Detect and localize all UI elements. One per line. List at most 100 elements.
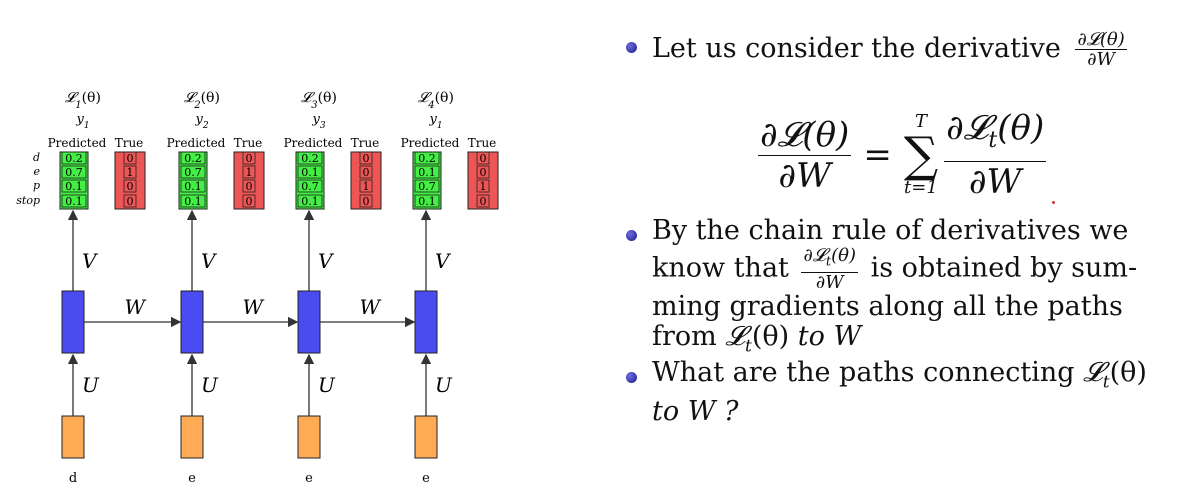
true-vector-3 [350, 151, 382, 210]
loss-label-4: 𝓛4(θ) [418, 90, 454, 111]
predicted-value: 0.1 [184, 180, 202, 193]
predicted-vector-1 [59, 151, 89, 210]
bullet-3-text: What are the paths connecting 𝓛t(θ) to W… [652, 358, 1162, 427]
eq-rhs-num: ∂𝓛t(θ) [944, 108, 1046, 161]
red-dot [1052, 201, 1055, 204]
hidden-state-2 [180, 290, 204, 354]
eq-sum-bottom: t=1 [904, 177, 938, 198]
hidden-state-1 [61, 290, 85, 354]
bullet-1-label: Let us consider the derivative [652, 33, 1061, 64]
true-value: 1 [246, 166, 253, 179]
eq-rhs-fraction: ∂𝓛t(θ) ∂W [944, 108, 1047, 202]
predicted-cell-box [61, 179, 87, 193]
predicted-value: 0.1 [65, 180, 83, 193]
eq-equals: = [863, 135, 892, 175]
bullet-3 [626, 372, 637, 383]
true-value: 1 [480, 180, 487, 193]
true-value: 0 [246, 152, 253, 165]
true-cell-box [242, 194, 256, 208]
predicted-value: 0.1 [65, 195, 83, 208]
predicted-value: 0.2 [65, 152, 83, 165]
bullet-1-fraction: ∂𝓛(θ) ∂W [1075, 30, 1127, 69]
eq-lhs-den: ∂W [758, 154, 852, 196]
predicted-value: 0.1 [184, 195, 202, 208]
predicted-cell-box [414, 179, 440, 193]
row-label-d: d [33, 151, 40, 164]
bullet-2-to-w: to W [797, 320, 862, 352]
predicted-cell-box [414, 165, 440, 179]
bullet-2-loss-sym: 𝓛 [725, 320, 745, 352]
predicted-value: 0.7 [184, 166, 202, 179]
true-cell-box [242, 179, 256, 193]
true-value: 0 [246, 180, 253, 193]
u-label-4: U [435, 373, 453, 397]
input-box-3 [297, 415, 321, 459]
main-equation: ∂𝓛(θ) ∂W = T ∑ t=1 ∂𝓛t(θ) ∂W [758, 108, 1047, 202]
true-cell-box [359, 179, 373, 193]
predicted-cell-box [297, 165, 323, 179]
true-value: 0 [480, 166, 487, 179]
true-value: 1 [127, 166, 134, 179]
true-cell-box [359, 194, 373, 208]
predicted-value: 0.2 [418, 152, 436, 165]
true-value: 0 [480, 195, 487, 208]
input-label-4: e [422, 471, 430, 486]
w-label-1: W [125, 295, 147, 319]
eq-lhs-fraction: ∂𝓛(θ) ∂W [758, 114, 852, 196]
bullet-3-loss-arg: (θ) [1109, 357, 1147, 388]
true-header-1: True [115, 136, 144, 150]
true-value: 0 [127, 152, 134, 165]
bullet-2-loss-sub: t [745, 335, 752, 356]
hidden-state-4 [414, 290, 438, 354]
hidden-state-3 [297, 290, 321, 354]
eq-sigma: ∑ [903, 127, 939, 183]
v-label-3: V [318, 249, 335, 273]
predicted-header-3: Predicted [284, 136, 343, 150]
predicted-vector-4 [412, 151, 442, 210]
true-cell-box [359, 165, 373, 179]
row-label-stop: stop [16, 194, 40, 207]
bullet-3-question: What are the paths connecting [652, 357, 1075, 388]
bullet-2-fraction: ∂𝓛t(θ) ∂W [801, 245, 859, 292]
bullet-2-line-3: ming gradients along all the paths [652, 290, 1123, 322]
input-label-2: e [188, 471, 196, 486]
predicted-value: 0.1 [301, 166, 319, 179]
eq-rhs-num-sym: ∂𝓛 [946, 108, 989, 149]
output-label-4: y1 [428, 112, 442, 131]
true-value: 0 [480, 152, 487, 165]
eq-rhs-num-sub: t [988, 127, 998, 153]
bullet-2 [626, 230, 637, 241]
predicted-value: 0.2 [301, 152, 319, 165]
predicted-value: 0.7 [418, 180, 436, 193]
input-label-3: e [305, 471, 313, 486]
true-vector-4 [467, 151, 499, 210]
true-header-3: True [351, 136, 380, 150]
bullet-3-loss-sym: 𝓛 [1083, 357, 1103, 388]
true-cell-box [123, 165, 137, 179]
bullet-2-frac-den: ∂W [801, 271, 859, 292]
predicted-value: 0.7 [301, 180, 319, 193]
true-cell-box [359, 151, 373, 165]
predicted-cell-box [180, 194, 206, 208]
bullet-2-line-2: know that ∂𝓛t(θ) ∂W is obtained by sum- [652, 246, 1152, 292]
eq-rhs-den: ∂W [944, 160, 1047, 202]
eq-lhs-num: ∂𝓛(θ) [760, 114, 850, 155]
bullet-2-frac-sym: ∂𝓛 [803, 245, 826, 266]
true-value: 0 [363, 195, 370, 208]
loss-label-2: 𝓛2(θ) [184, 90, 220, 111]
true-header-4: True [468, 136, 497, 150]
input-box-4 [414, 415, 438, 459]
eq-sum: T ∑ t=1 [904, 112, 938, 198]
predicted-cell-box [297, 179, 323, 193]
true-value: 1 [363, 180, 370, 193]
predicted-value: 0.7 [65, 166, 83, 179]
true-cell-box [123, 194, 137, 208]
true-cell-box [123, 179, 137, 193]
predicted-cell-box [180, 151, 206, 165]
row-label-p: p [33, 179, 40, 192]
true-cell-box [123, 151, 137, 165]
predicted-cell-box [61, 194, 87, 208]
bullet-1-text: Let us consider the derivative ∂𝓛(θ) ∂W [652, 30, 1127, 69]
eq-rhs-num-arg: (θ) [997, 108, 1045, 149]
